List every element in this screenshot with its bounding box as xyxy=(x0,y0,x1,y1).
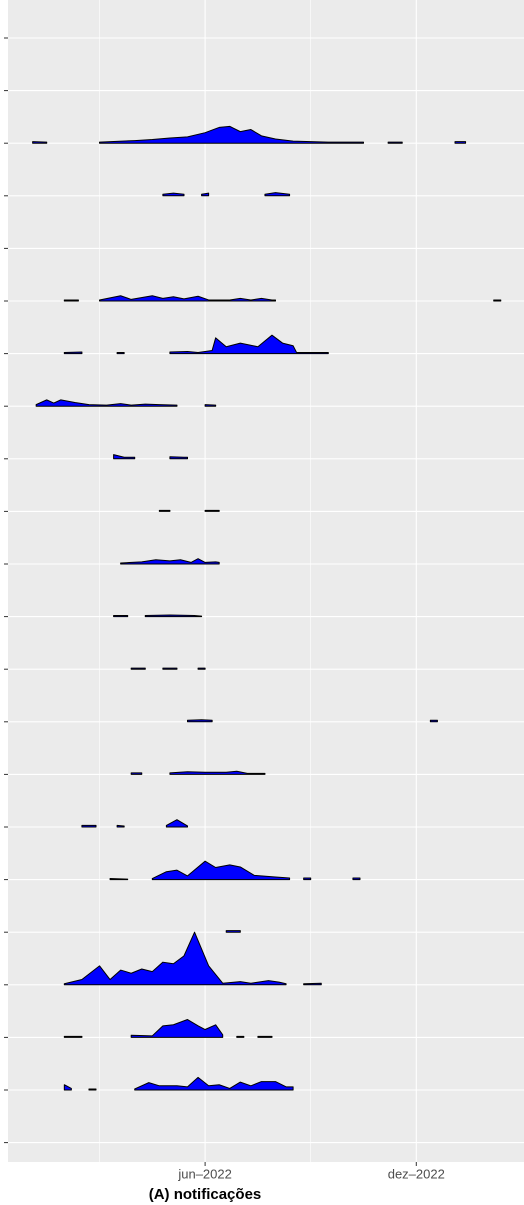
ridge xyxy=(63,931,322,986)
ridge xyxy=(130,667,206,670)
ridge xyxy=(63,1076,294,1091)
x-tick-label: jun–2022 xyxy=(177,1166,232,1181)
ridge xyxy=(81,819,189,828)
ridge xyxy=(120,558,220,565)
ridge xyxy=(35,399,217,407)
ridge xyxy=(225,930,241,933)
x-tick-label: dez–2022 xyxy=(388,1166,445,1181)
ridge xyxy=(113,614,203,618)
panel xyxy=(8,0,524,1162)
ridge xyxy=(109,860,361,881)
ridge xyxy=(63,334,329,355)
ridge xyxy=(187,719,438,723)
ridge xyxy=(63,295,502,302)
ridge xyxy=(130,770,266,775)
ridge xyxy=(32,125,467,144)
ridge xyxy=(113,454,189,460)
ridge xyxy=(162,192,291,197)
ridge xyxy=(158,509,220,512)
caption: (A) notificações xyxy=(149,1186,262,1203)
ridge xyxy=(63,1019,273,1038)
